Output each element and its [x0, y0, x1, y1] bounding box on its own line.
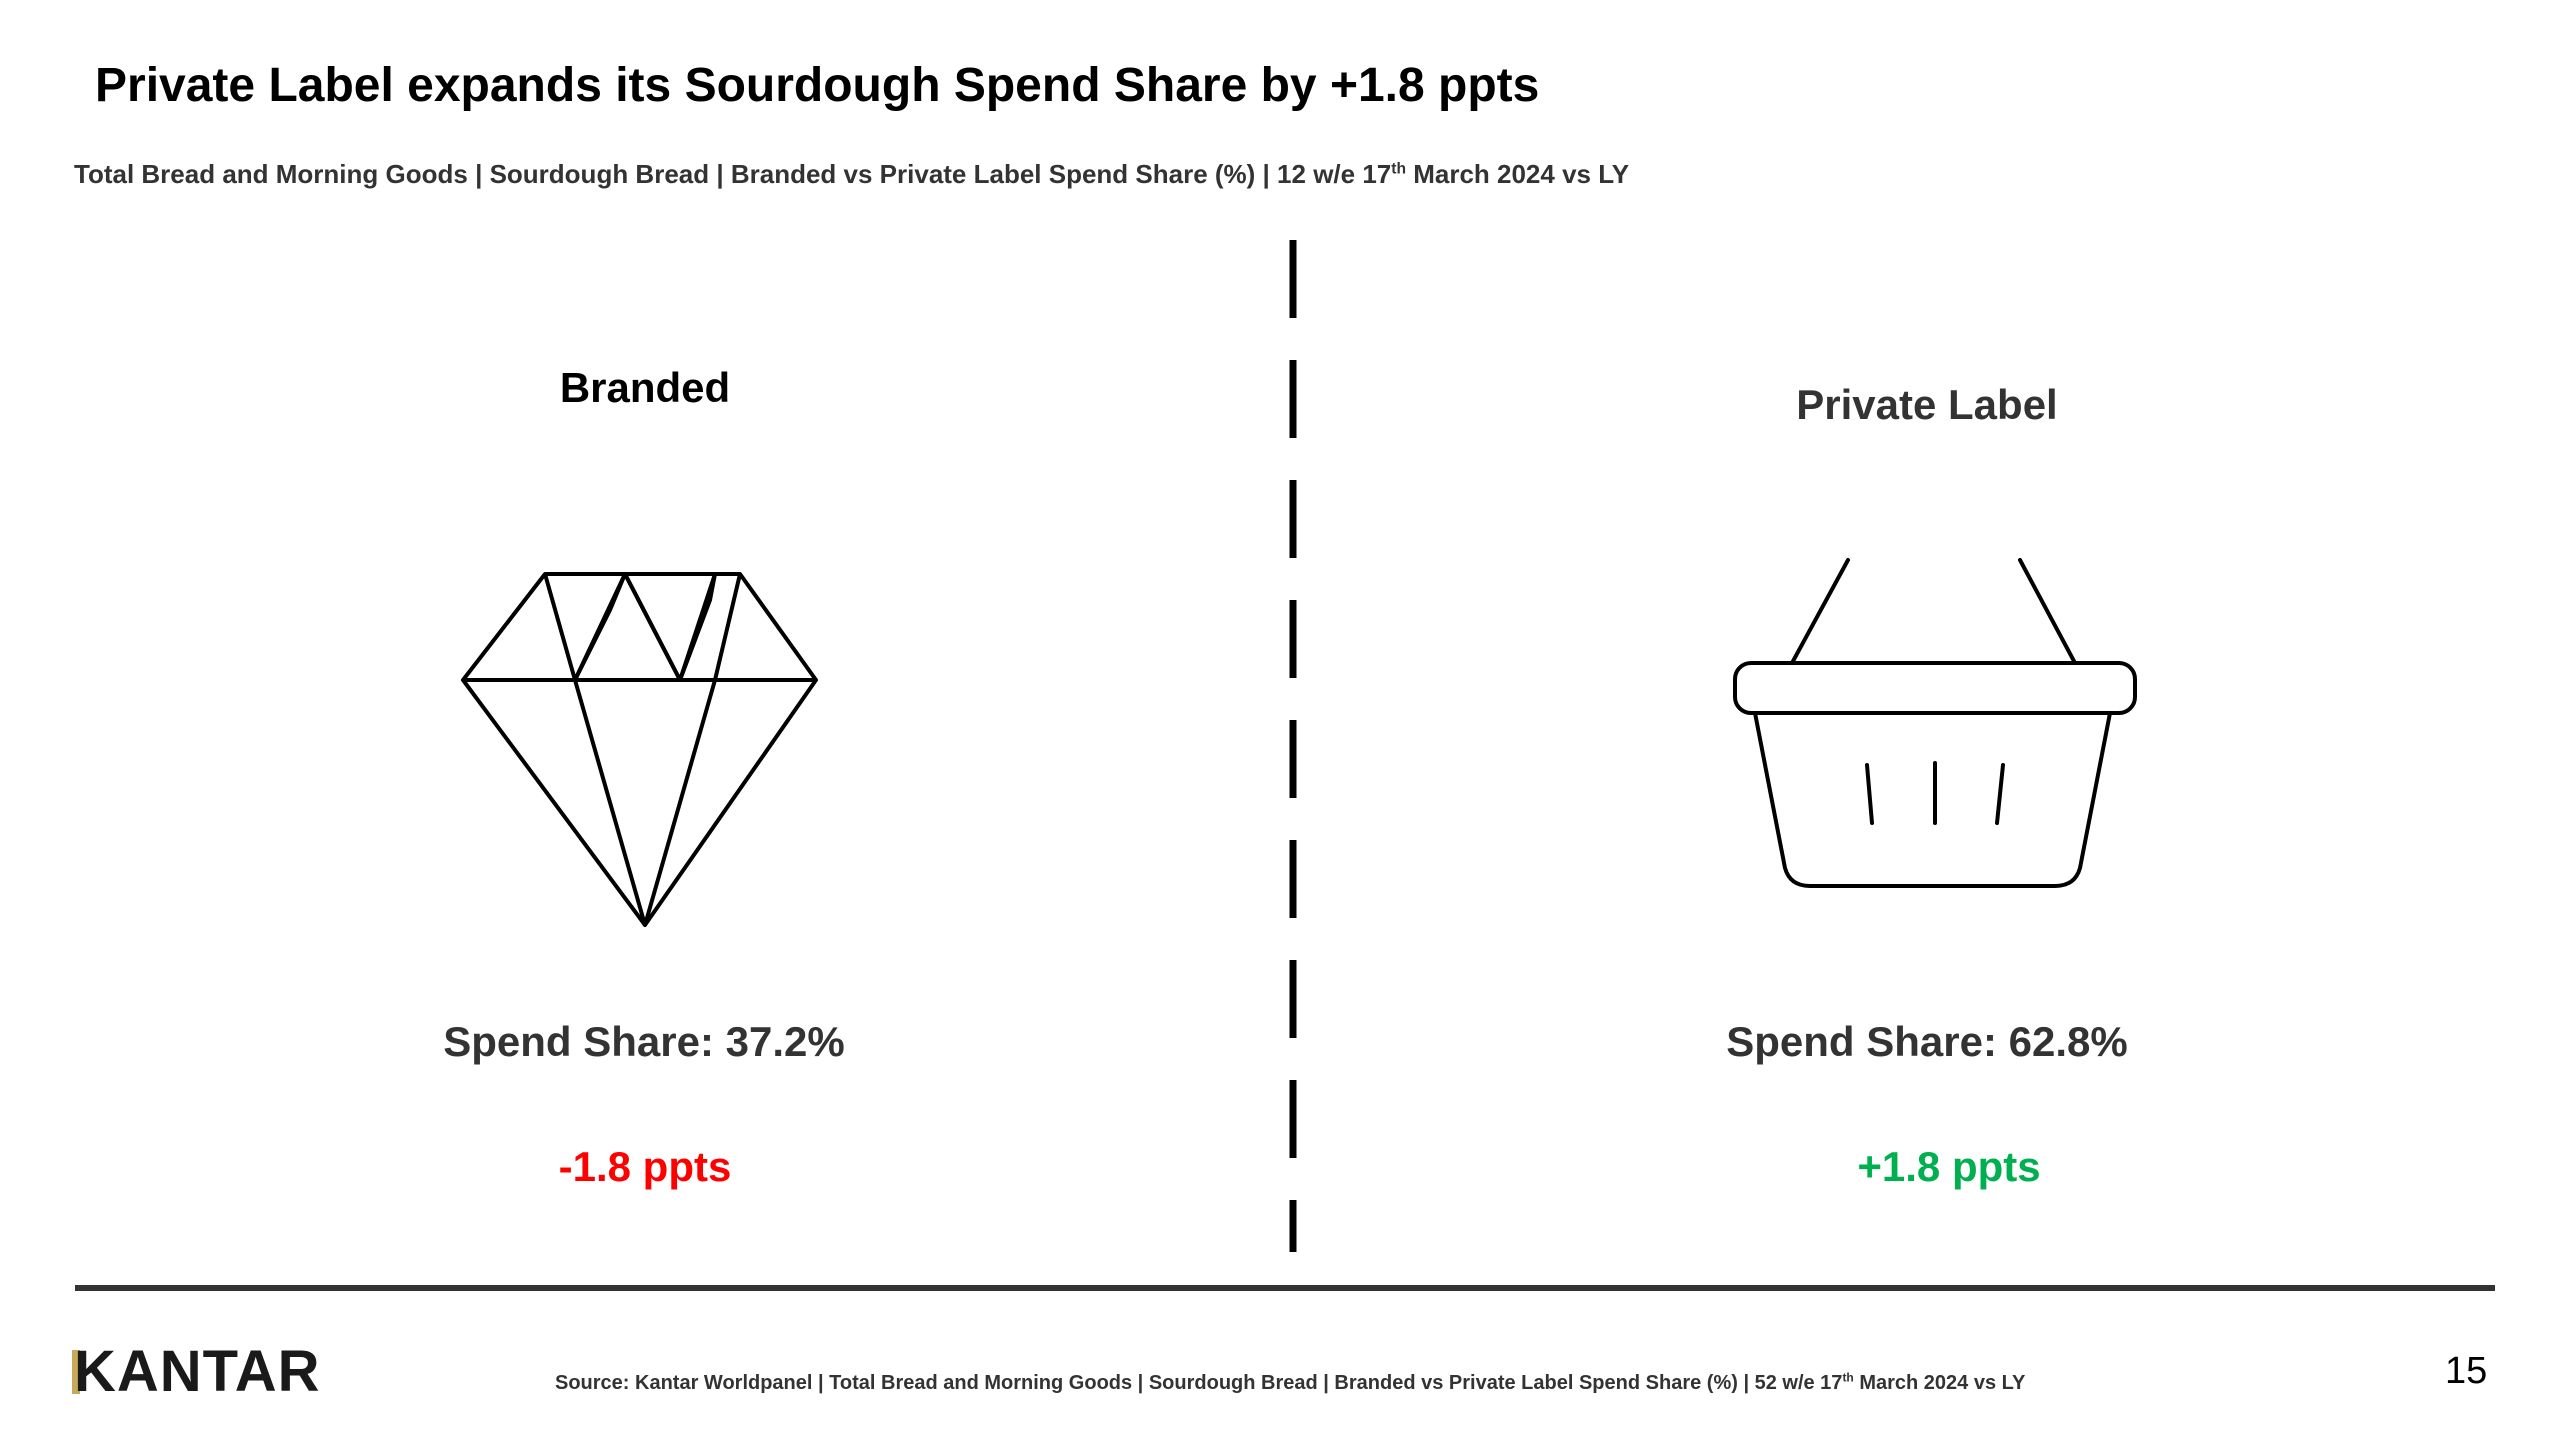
subtitle-text: Total Bread and Morning Goods | Sourdoug… [74, 159, 1392, 189]
source-superscript: th [1842, 1370, 1854, 1385]
shopping-basket-icon [1733, 558, 2137, 888]
source-text-end: March 2024 vs LY [1853, 1372, 2026, 1394]
private-label-label: Private Label [1796, 381, 2058, 428]
private-label-change: +1.8 ppts [1857, 1143, 2041, 1190]
diamond-icon [461, 572, 818, 927]
slide-subtitle: Total Bread and Morning Goods | Sourdoug… [74, 157, 1674, 192]
page-number: 15 [2445, 1350, 2488, 1392]
slide-title: Private Label expands its Sourdough Spen… [95, 59, 1540, 112]
private-label-spend-share: Spend Share: 62.8% [1726, 1018, 2128, 1065]
footer-rule [75, 1285, 2495, 1291]
subtitle-superscript: th [1391, 160, 1406, 178]
kantar-logo: KANTAR [72, 1338, 321, 1405]
source-note: Source: Kantar Worldpanel | Total Bread … [555, 1370, 2255, 1395]
dashed-divider [1289, 240, 1297, 1252]
branded-spend-share: Spend Share: 37.2% [443, 1018, 845, 1065]
branded-label: Branded [559, 364, 731, 411]
logo-text: KANTAR [74, 1339, 321, 1404]
branded-change: -1.8 ppts [558, 1143, 732, 1190]
subtitle-text-end: March 2024 vs LY [1405, 159, 1630, 189]
logo-accent-bar [72, 1350, 80, 1394]
source-text: Source: Kantar Worldpanel | Total Bread … [555, 1372, 1843, 1394]
